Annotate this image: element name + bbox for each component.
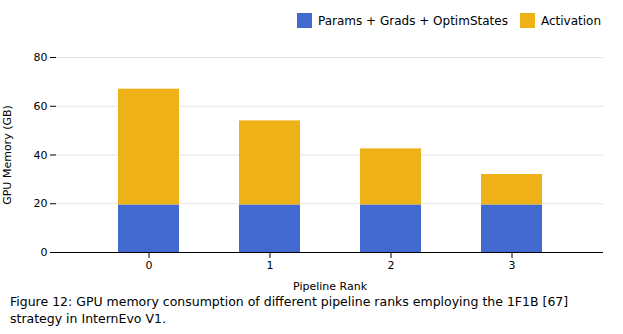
html-text:Figure 12: GPU memory consumpt: Figure 12: GPU memory consumption of dif… (10, 294, 569, 326)
svg-text:60: 60 (34, 100, 48, 113)
svg-text:Pipeline Rank: Pipeline Rank (293, 280, 368, 293)
svg-text:20: 20 (34, 197, 48, 210)
svg-text:80: 80 (34, 51, 48, 64)
svg-text:3: 3 (509, 259, 516, 272)
html-text:Activation: Activation (540, 13, 601, 28)
svg-text:1: 1 (267, 259, 274, 272)
svg-text:0: 0 (41, 246, 48, 259)
html-text:Params + Grads + OptimStates: Params + Grads + OptimStates (318, 13, 508, 28)
svg-text:0: 0 (146, 259, 153, 272)
svg-text:40: 40 (34, 149, 48, 162)
svg-text:GPU Memory (GB): GPU Memory (GB) (1, 105, 14, 205)
svg-text:2: 2 (388, 259, 395, 272)
